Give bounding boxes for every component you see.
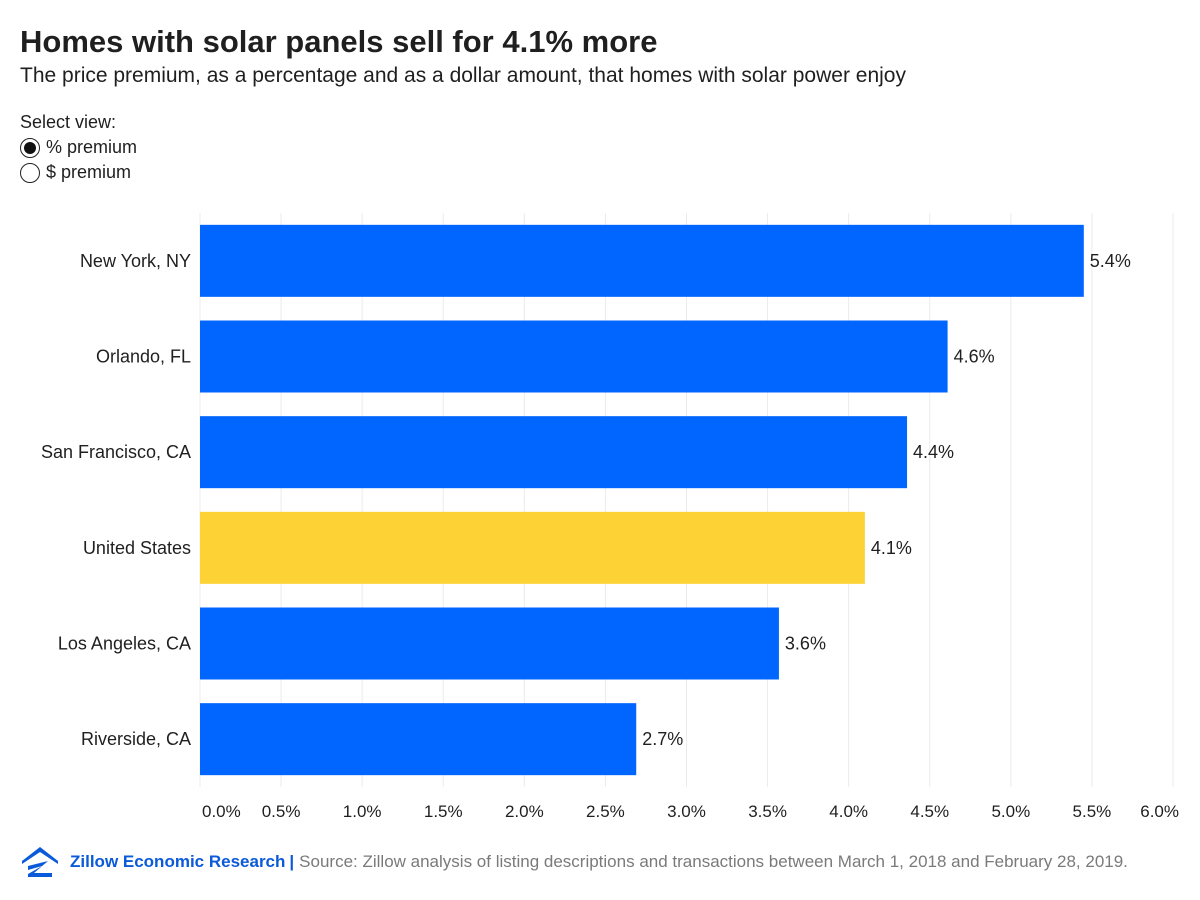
x-tick-label-0: 0.0%	[202, 802, 241, 821]
category-label-5: Riverside, CA	[81, 729, 191, 749]
radio-percent[interactable]	[20, 137, 40, 158]
data-label-2: 4.4%	[913, 442, 954, 462]
view-select: Select view: % premium $ premium	[20, 112, 137, 185]
footer-source: Source: Zillow analysis of listing descr…	[299, 852, 1128, 871]
view-option-percent-label: % premium	[46, 137, 138, 157]
category-label-4: Los Angeles, CA	[58, 634, 191, 654]
footer-brand[interactable]: Zillow Economic Research	[70, 852, 286, 871]
category-label-1: Orlando, FL	[96, 347, 191, 367]
x-tick-label-3: 1.5%	[424, 802, 463, 821]
view-option-dollar-label: $ premium	[46, 162, 132, 182]
bar-5	[200, 703, 637, 776]
category-label-3: United States	[83, 538, 191, 558]
bar-4	[200, 607, 779, 680]
x-tick-label-6: 3.0%	[667, 802, 706, 821]
x-tick-label-1: 0.5%	[262, 802, 301, 821]
radio-dollar[interactable]	[20, 162, 40, 183]
data-label-1: 4.6%	[954, 347, 995, 367]
data-label-5: 2.7%	[642, 729, 683, 749]
x-tick-label-4: 2.0%	[505, 802, 544, 821]
x-tick-label-11: 5.5%	[1073, 802, 1112, 821]
chart-subtitle: The price premium, as a percentage and a…	[20, 64, 906, 87]
x-tick-label-7: 3.5%	[748, 802, 787, 821]
category-label-2: San Francisco, CA	[41, 442, 191, 462]
zillow-logo-icon	[22, 847, 58, 877]
view-option-percent[interactable]: % premium	[20, 135, 137, 160]
footer: Zillow Economic Research | Source: Zillo…	[20, 842, 1190, 882]
data-label-0: 5.4%	[1090, 251, 1131, 271]
view-option-dollar[interactable]: $ premium	[20, 160, 137, 185]
radio-selected-dot	[24, 141, 36, 154]
bar-3	[200, 511, 865, 584]
bar-1	[200, 320, 948, 393]
x-tick-label-9: 4.5%	[910, 802, 949, 821]
bar-0	[200, 224, 1084, 297]
data-label-4: 3.6%	[785, 634, 826, 654]
data-label-3: 4.1%	[871, 538, 912, 558]
view-select-label: Select view:	[20, 112, 117, 132]
chart-title: Homes with solar panels sell for 4.1% mo…	[20, 24, 658, 59]
x-tick-label-2: 1.0%	[343, 802, 382, 821]
category-label-0: New York, NY	[80, 251, 191, 271]
bar-2	[200, 416, 908, 489]
x-tick-label-10: 5.0%	[991, 802, 1030, 821]
bar-chart: New York, NY 5.4% Orlando, FL 4.6% San Franc…	[41, 213, 1179, 821]
x-tick-label-5: 2.5%	[586, 802, 625, 821]
footer-separator: |	[289, 852, 295, 871]
x-tick-label-8: 4.0%	[829, 802, 868, 821]
x-tick-label-12: 6.0%	[1140, 802, 1179, 821]
